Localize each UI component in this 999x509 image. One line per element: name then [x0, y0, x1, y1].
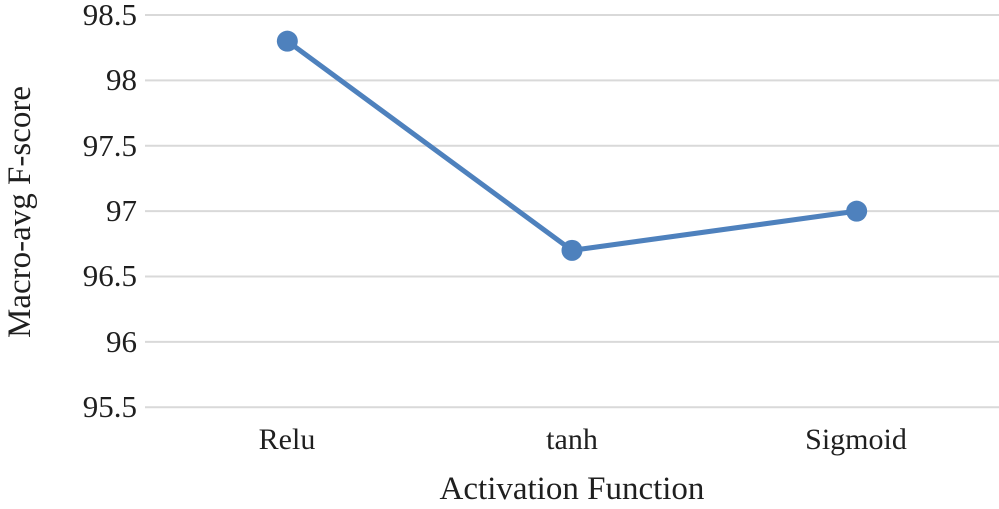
- y-tick-label: 98: [106, 62, 137, 97]
- data-point-relu: [276, 30, 298, 52]
- x-tick-label-relu: Relu: [258, 423, 316, 456]
- data-point-sigmoid: [846, 200, 868, 222]
- y-tick-label: 95.5: [82, 389, 137, 424]
- y-tick-label: 97: [106, 193, 137, 228]
- y-tick-label: 96: [106, 324, 137, 359]
- y-tick-label: 96.5: [82, 258, 137, 293]
- x-tick-label-tanh: tanh: [546, 423, 598, 456]
- y-axis-title: Macro-avg F-score: [2, 86, 38, 338]
- y-tick-label: 97.5: [82, 128, 137, 163]
- y-tick-label: 98.5: [82, 0, 137, 32]
- data-point-tanh: [561, 239, 583, 261]
- x-axis-title: Activation Function: [439, 471, 705, 507]
- x-tick-label-sigmoid: Sigmoid: [805, 423, 907, 456]
